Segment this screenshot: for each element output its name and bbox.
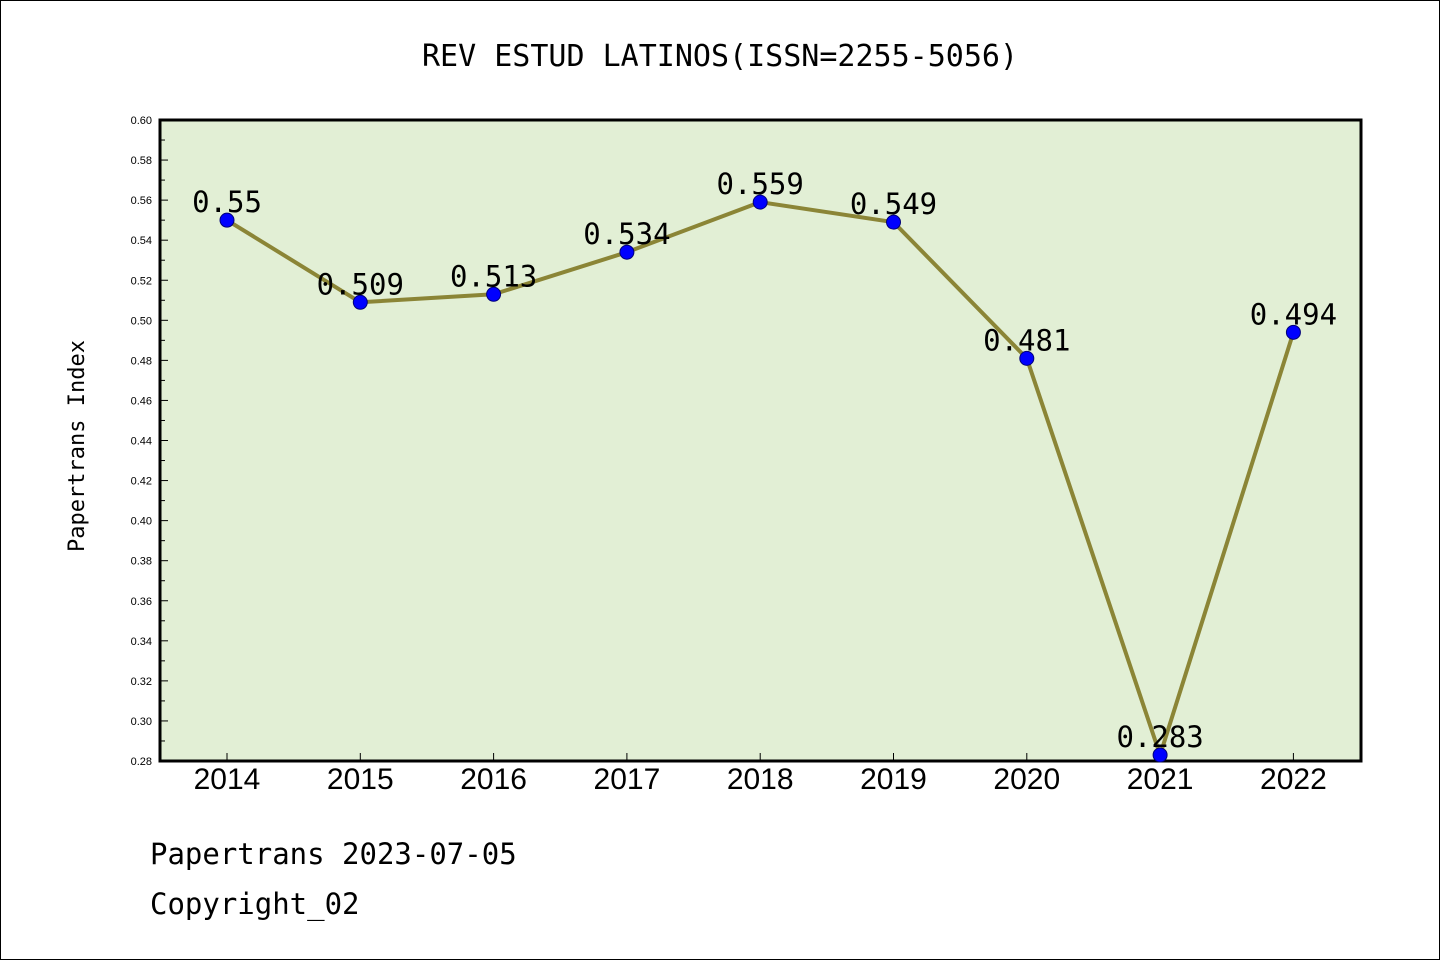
y-tick-label: 0.44 bbox=[131, 436, 152, 448]
data-labels: 0.55 0.509 0.513 0.534 0.559 0.549 0.481 0.283 0… bbox=[192, 167, 1337, 754]
x-tick-label: 2016 bbox=[460, 763, 527, 796]
y-tick-label: 0.48 bbox=[131, 355, 152, 367]
y-tick-label: 0.40 bbox=[131, 516, 152, 528]
x-tick-label: 2014 bbox=[194, 763, 261, 796]
data-point bbox=[886, 214, 901, 230]
data-label: 0.534 bbox=[583, 217, 670, 251]
y-tick-label: 0.36 bbox=[131, 596, 152, 608]
x-tick-label: 2019 bbox=[860, 763, 927, 796]
y-tick-label: 0.42 bbox=[131, 476, 152, 488]
x-tick-label: 2018 bbox=[727, 763, 794, 796]
data-point bbox=[219, 212, 235, 228]
data-point bbox=[619, 244, 635, 260]
x-tick-label: 2017 bbox=[594, 763, 661, 796]
data-label: 0.559 bbox=[717, 167, 804, 201]
chart-title: REV ESTUD LATINOS(ISSN=2255-5056) bbox=[422, 39, 1018, 74]
data-label: 0.513 bbox=[450, 259, 537, 293]
x-axis: 2014 2015 2016 2017 2018 2019 2020 2021 2022 bbox=[194, 753, 1327, 796]
y-tick-label: 0.52 bbox=[131, 275, 152, 287]
y-tick-label: 0.32 bbox=[131, 676, 152, 688]
data-point bbox=[1285, 324, 1301, 340]
y-tick-label: 0.50 bbox=[131, 315, 152, 327]
data-point bbox=[1019, 350, 1035, 366]
y-tick-label: 0.46 bbox=[131, 395, 152, 407]
y-tick-label: 0.60 bbox=[131, 115, 152, 127]
data-label: 0.549 bbox=[850, 187, 937, 221]
data-point bbox=[1152, 747, 1168, 763]
y-tick-label: 0.34 bbox=[131, 636, 152, 648]
data-label: 0.55 bbox=[192, 185, 262, 219]
x-tick-label: 2015 bbox=[327, 763, 394, 796]
data-point bbox=[752, 194, 768, 210]
footer-date: Papertrans 2023-07-05 bbox=[150, 837, 517, 871]
data-label: 0.481 bbox=[983, 323, 1070, 357]
data-markers bbox=[219, 194, 1301, 763]
y-tick-label: 0.58 bbox=[131, 155, 152, 167]
x-tick-label: 2022 bbox=[1260, 763, 1327, 796]
y-tick-label: 0.30 bbox=[131, 716, 152, 728]
footer-copyright: Copyright_02 bbox=[150, 887, 360, 922]
y-axis: 0.28 0.30 0.32 0.34 0.36 0.38 0.40 0.42 0.44 0.46… bbox=[131, 115, 168, 768]
y-tick-label: 0.38 bbox=[131, 556, 152, 568]
x-tick-label: 2021 bbox=[1127, 763, 1194, 796]
data-label: 0.509 bbox=[317, 267, 404, 301]
data-point bbox=[486, 286, 502, 302]
y-tick-label: 0.28 bbox=[131, 756, 152, 768]
data-label: 0.283 bbox=[1116, 720, 1203, 754]
y-tick-label: 0.56 bbox=[131, 195, 152, 207]
y-axis-label: Papertrans Index bbox=[65, 340, 90, 552]
x-tick-label: 2020 bbox=[993, 763, 1060, 796]
plot-area bbox=[158, 118, 1363, 763]
data-point bbox=[352, 294, 368, 310]
data-label: 0.494 bbox=[1250, 297, 1337, 331]
y-tick-label: 0.54 bbox=[131, 235, 152, 247]
